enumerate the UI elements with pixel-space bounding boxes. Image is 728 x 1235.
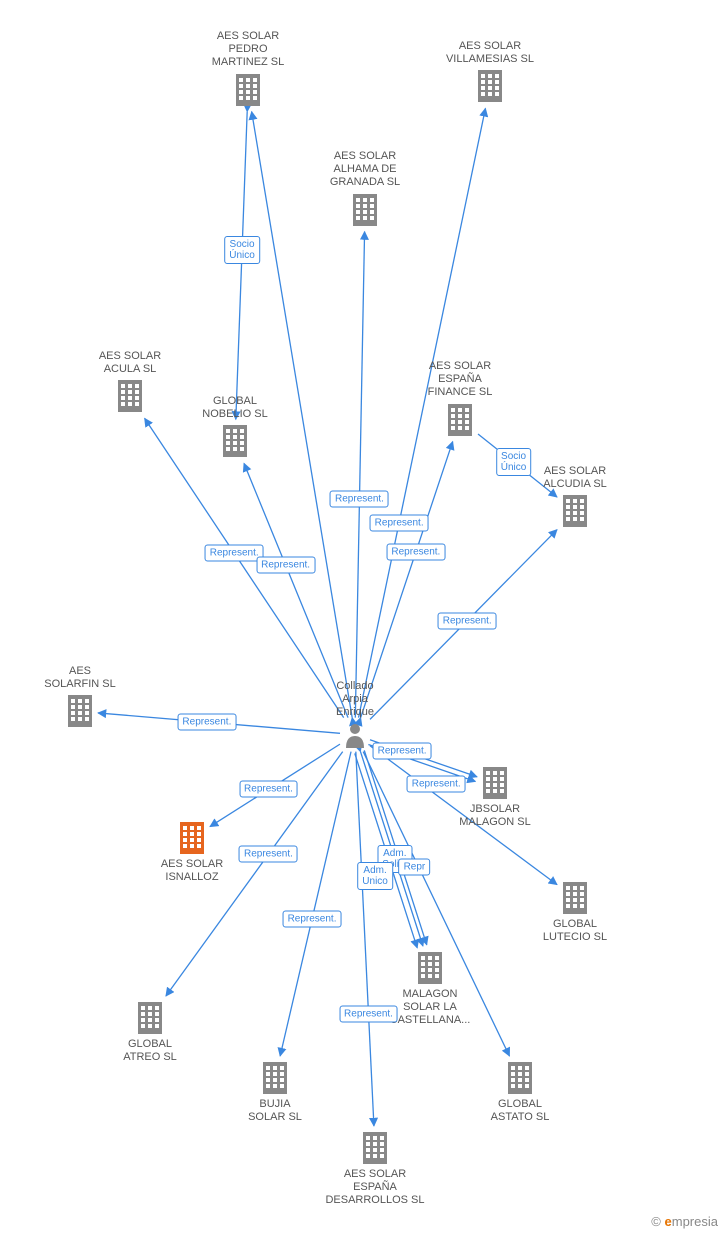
edge-label: Socio Único — [224, 236, 260, 264]
building-icon — [561, 493, 589, 529]
node-label: GLOBAL ASTATO SL — [491, 1098, 550, 1124]
node-label: GLOBAL LUTECIO SL — [543, 918, 607, 944]
edge-person-malagon — [360, 752, 422, 946]
edge-label: Represent. — [370, 514, 429, 531]
company-node-atreo[interactable]: GLOBAL ATREO SL — [90, 1000, 210, 1064]
building-icon — [221, 423, 249, 459]
company-node-desarrollos[interactable]: AES SOLAR ESPAÑA DESARROLLOS SL — [315, 1130, 435, 1208]
person-icon — [344, 722, 366, 748]
edge-label: Represent. — [239, 781, 298, 798]
edge-label: Represent. — [205, 545, 264, 562]
node-label: Collado Arpia Enrique — [336, 680, 374, 720]
company-node-lutecio[interactable]: GLOBAL LUTECIO SL — [515, 880, 635, 944]
node-label: GLOBAL NOBELIO SL — [202, 395, 267, 421]
company-node-alhama[interactable]: AES SOLAR ALHAMA DE GRANADA SL — [305, 150, 425, 228]
diagram-canvas: Collado Arpia Enrique AES SOLAR PEDRO MA… — [0, 0, 728, 1235]
footer-attribution: © empresia — [651, 1214, 718, 1229]
company-node-pedro[interactable]: AES SOLAR PEDRO MARTINEZ SL — [188, 30, 308, 108]
company-node-malagon[interactable]: MALAGON SOLAR LA CASTELLANA... — [370, 950, 490, 1028]
node-label: GLOBAL ATREO SL — [123, 1038, 177, 1064]
node-label: AES SOLARFIN SL — [44, 665, 116, 691]
edge-person-bujia — [280, 752, 351, 1056]
node-label: AES SOLAR ALHAMA DE GRANADA SL — [330, 150, 400, 190]
building-icon — [66, 693, 94, 729]
node-label: AES SOLAR ACULA SL — [99, 350, 161, 376]
company-node-nobelio[interactable]: GLOBAL NOBELIO SL — [175, 395, 295, 459]
brand-first-letter: e — [665, 1214, 672, 1229]
edge-person-finance — [361, 442, 453, 718]
building-icon — [481, 765, 509, 801]
building-icon — [506, 1060, 534, 1096]
node-label: BUJIA SOLAR SL — [248, 1098, 302, 1124]
building-icon — [476, 68, 504, 104]
edge-person-acula — [145, 418, 344, 717]
company-node-solarfin[interactable]: AES SOLARFIN SL — [20, 665, 140, 729]
building-icon — [351, 192, 379, 228]
node-label: AES SOLAR PEDRO MARTINEZ SL — [212, 30, 285, 70]
company-node-jbsolar[interactable]: JBSOLAR MALAGON SL — [435, 765, 555, 829]
edge-person-alhama — [355, 232, 364, 718]
company-node-astato[interactable]: GLOBAL ASTATO SL — [460, 1060, 580, 1124]
node-label: AES SOLAR ESPAÑA FINANCE SL — [428, 360, 493, 400]
building-icon — [234, 72, 262, 108]
building-icon — [361, 1130, 389, 1166]
company-node-villamesias[interactable]: AES SOLAR VILLAMESIAS SL — [430, 40, 550, 104]
node-label: MALAGON SOLAR LA CASTELLANA... — [390, 988, 471, 1028]
node-label: AES SOLAR VILLAMESIAS SL — [446, 40, 534, 66]
edge-person-malagon — [364, 750, 426, 944]
node-label: AES SOLAR ESPAÑA DESARROLLOS SL — [325, 1168, 424, 1208]
node-label: AES SOLAR ISNALLOZ — [161, 858, 223, 884]
company-node-acula[interactable]: AES SOLAR ACULA SL — [70, 350, 190, 414]
building-icon — [178, 820, 206, 856]
company-node-finance[interactable]: AES SOLAR ESPAÑA FINANCE SL — [400, 360, 520, 438]
node-label: AES SOLAR ALCUDIA SL — [543, 465, 607, 491]
building-icon — [446, 402, 474, 438]
edge-label: Repr — [399, 859, 431, 876]
edge-person-alcudia — [370, 530, 557, 720]
person-node-person[interactable]: Collado Arpia Enrique — [315, 680, 395, 748]
company-node-bujia[interactable]: BUJIA SOLAR SL — [215, 1060, 335, 1124]
edge-label: Adm. Solid. — [377, 845, 412, 873]
edge-label: Represent. — [256, 557, 315, 574]
building-icon — [136, 1000, 164, 1036]
edge-person-desarrollos — [356, 752, 374, 1126]
edge-label: Represent. — [177, 714, 236, 731]
edge-label: Represent. — [283, 911, 342, 928]
copyright-symbol: © — [651, 1214, 661, 1229]
building-icon — [261, 1060, 289, 1096]
building-icon — [561, 880, 589, 916]
company-node-isnalloz[interactable]: AES SOLAR ISNALLOZ — [132, 820, 252, 884]
edge-label: Adm. Unico — [357, 862, 393, 890]
edge-label: Represent. — [386, 544, 445, 561]
edge-pedro-nobelio — [236, 112, 247, 420]
company-node-alcudia[interactable]: AES SOLAR ALCUDIA SL — [515, 465, 635, 529]
edge-person-malagon — [355, 753, 417, 947]
building-icon — [116, 378, 144, 414]
brand-rest: mpresia — [672, 1214, 718, 1229]
edge-label: Represent. — [330, 490, 389, 507]
edge-label: Represent. — [438, 612, 497, 629]
building-icon — [416, 950, 444, 986]
node-label: JBSOLAR MALAGON SL — [459, 803, 531, 829]
edge-person-isnalloz — [210, 744, 340, 826]
